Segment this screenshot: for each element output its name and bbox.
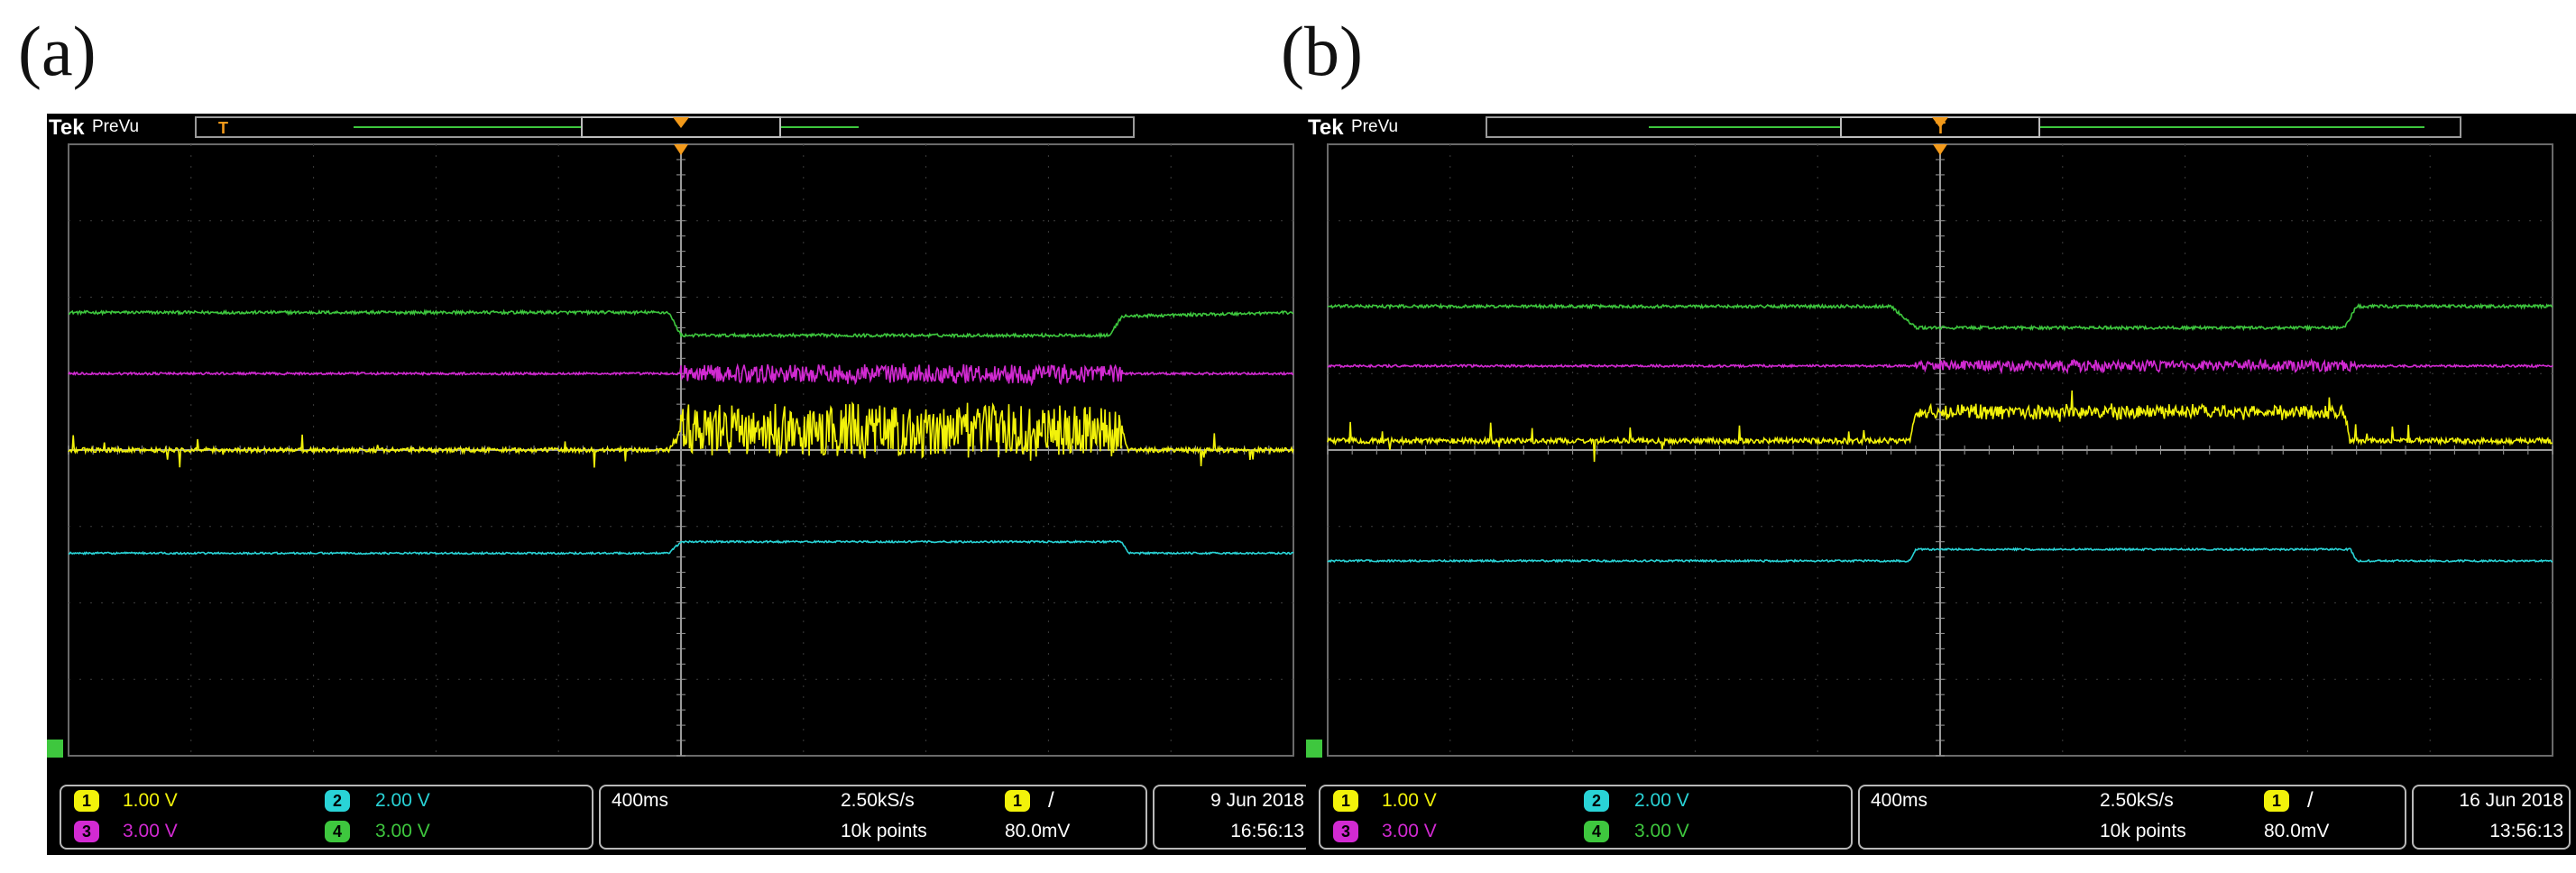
channel-4-scale: 3.00 V [1634,821,1689,841]
top-bar-graphics: T [195,116,1135,138]
channel-3-scale: 3.00 V [1382,821,1437,841]
time-readout: 16:56:13 [1230,821,1304,841]
brand-logo: Tek [1308,115,1344,140]
trace-ch3 [1327,357,2553,375]
trace-ch2 [1327,547,2553,564]
trace-ch3 [68,363,1294,387]
record-length-readout: 10k points [841,821,927,841]
oscilloscope-screen-b: Tek PreVu T 1 1.00 V 2 2.00 V 3 3.00 V 4 3.00 V… [1306,114,2576,855]
scope-top-bar: Tek PreVu [47,114,1317,141]
channel-4-scale: 3.00 V [375,821,430,841]
trigger-channel-badge: 1 [1005,790,1030,812]
datetime-box [2412,785,2571,850]
acquisition-box [1858,785,2406,850]
channel-4-badge: 4 [1584,821,1609,842]
channel-1-scale: 1.00 V [123,790,178,811]
status-bar: 1 1.00 V 2 2.00 V 3 3.00 V 4 3.00 V 400ms 2.50kS/… [47,779,1317,855]
top-bar-graphics: T [1486,116,2461,138]
trace-ch4 [1327,302,2553,332]
channel-2-badge: 2 [1584,790,1609,812]
acquisition-box [599,785,1147,850]
record-length-readout: 10k points [2100,821,2186,841]
channel-1-scale: 1.00 V [1382,790,1437,811]
scope-top-bar: Tek PreVu [1306,114,2576,141]
trigger-position-icon [673,117,689,128]
acquisition-mode: PreVu [92,117,140,136]
timebase-readout: 400ms [612,790,669,811]
channel-4-ground-marker [1306,740,1322,758]
channel-3-badge: 3 [1333,821,1358,842]
channel-2-scale: 2.00 V [1634,790,1689,811]
channel-3-badge: 3 [74,821,99,842]
brand-logo: Tek [49,115,85,140]
panel-label-b: (b) [1281,12,1363,90]
time-readout: 13:56:13 [2489,821,2563,841]
trigger-channel-badge: 1 [2264,790,2289,812]
trace-ch2 [68,539,1294,556]
status-bar: 1 1.00 V 2 2.00 V 3 3.00 V 4 3.00 V 400ms 2.50kS/… [1306,779,2576,855]
channel-4-ground-marker [47,740,63,758]
timebase-readout: 400ms [1871,790,1928,811]
channel-1-badge: 1 [74,790,99,812]
trigger-position-icon [1932,117,1948,128]
channel-settings-box [60,785,593,850]
trace-ch1 [1327,390,2553,463]
channel-settings-box [1319,785,1853,850]
acquisition-mode: PreVu [1351,117,1399,136]
waveform-plot: T [47,116,1294,758]
channel-4-badge: 4 [325,821,350,842]
trigger-marker-icon [1933,144,1947,155]
waveform-plot: T [1306,116,2553,758]
graticule [1327,143,2553,757]
panel-label-a: (a) [18,12,97,90]
trigger-level-readout: 80.0mV [1005,821,1071,841]
trigger-marker-icon [674,144,688,155]
sample-rate-readout: 2.50kS/s [841,790,915,811]
date-readout: 9 Jun 2018 [1210,790,1304,811]
oscilloscope-screen-a: Tek PreVu T 1 1.00 V 2 2.00 V 3 3.00 V 4 3.00 V… [47,114,1317,855]
trigger-marker-text: T [218,119,228,137]
trigger-slope-icon: / [1048,788,1054,813]
trace-ch4 [69,308,1294,340]
trigger-level-readout: 80.0mV [2264,821,2330,841]
trigger-slope-icon: / [2307,788,2314,813]
channel-2-badge: 2 [325,790,350,812]
sample-rate-readout: 2.50kS/s [2100,790,2174,811]
date-readout: 16 Jun 2018 [2459,790,2563,811]
channel-3-scale: 3.00 V [123,821,178,841]
channel-1-badge: 1 [1333,790,1358,812]
channel-2-scale: 2.00 V [375,790,430,811]
trigger-marker-text: T [1936,119,1946,137]
trace-ch1 [68,401,1294,468]
